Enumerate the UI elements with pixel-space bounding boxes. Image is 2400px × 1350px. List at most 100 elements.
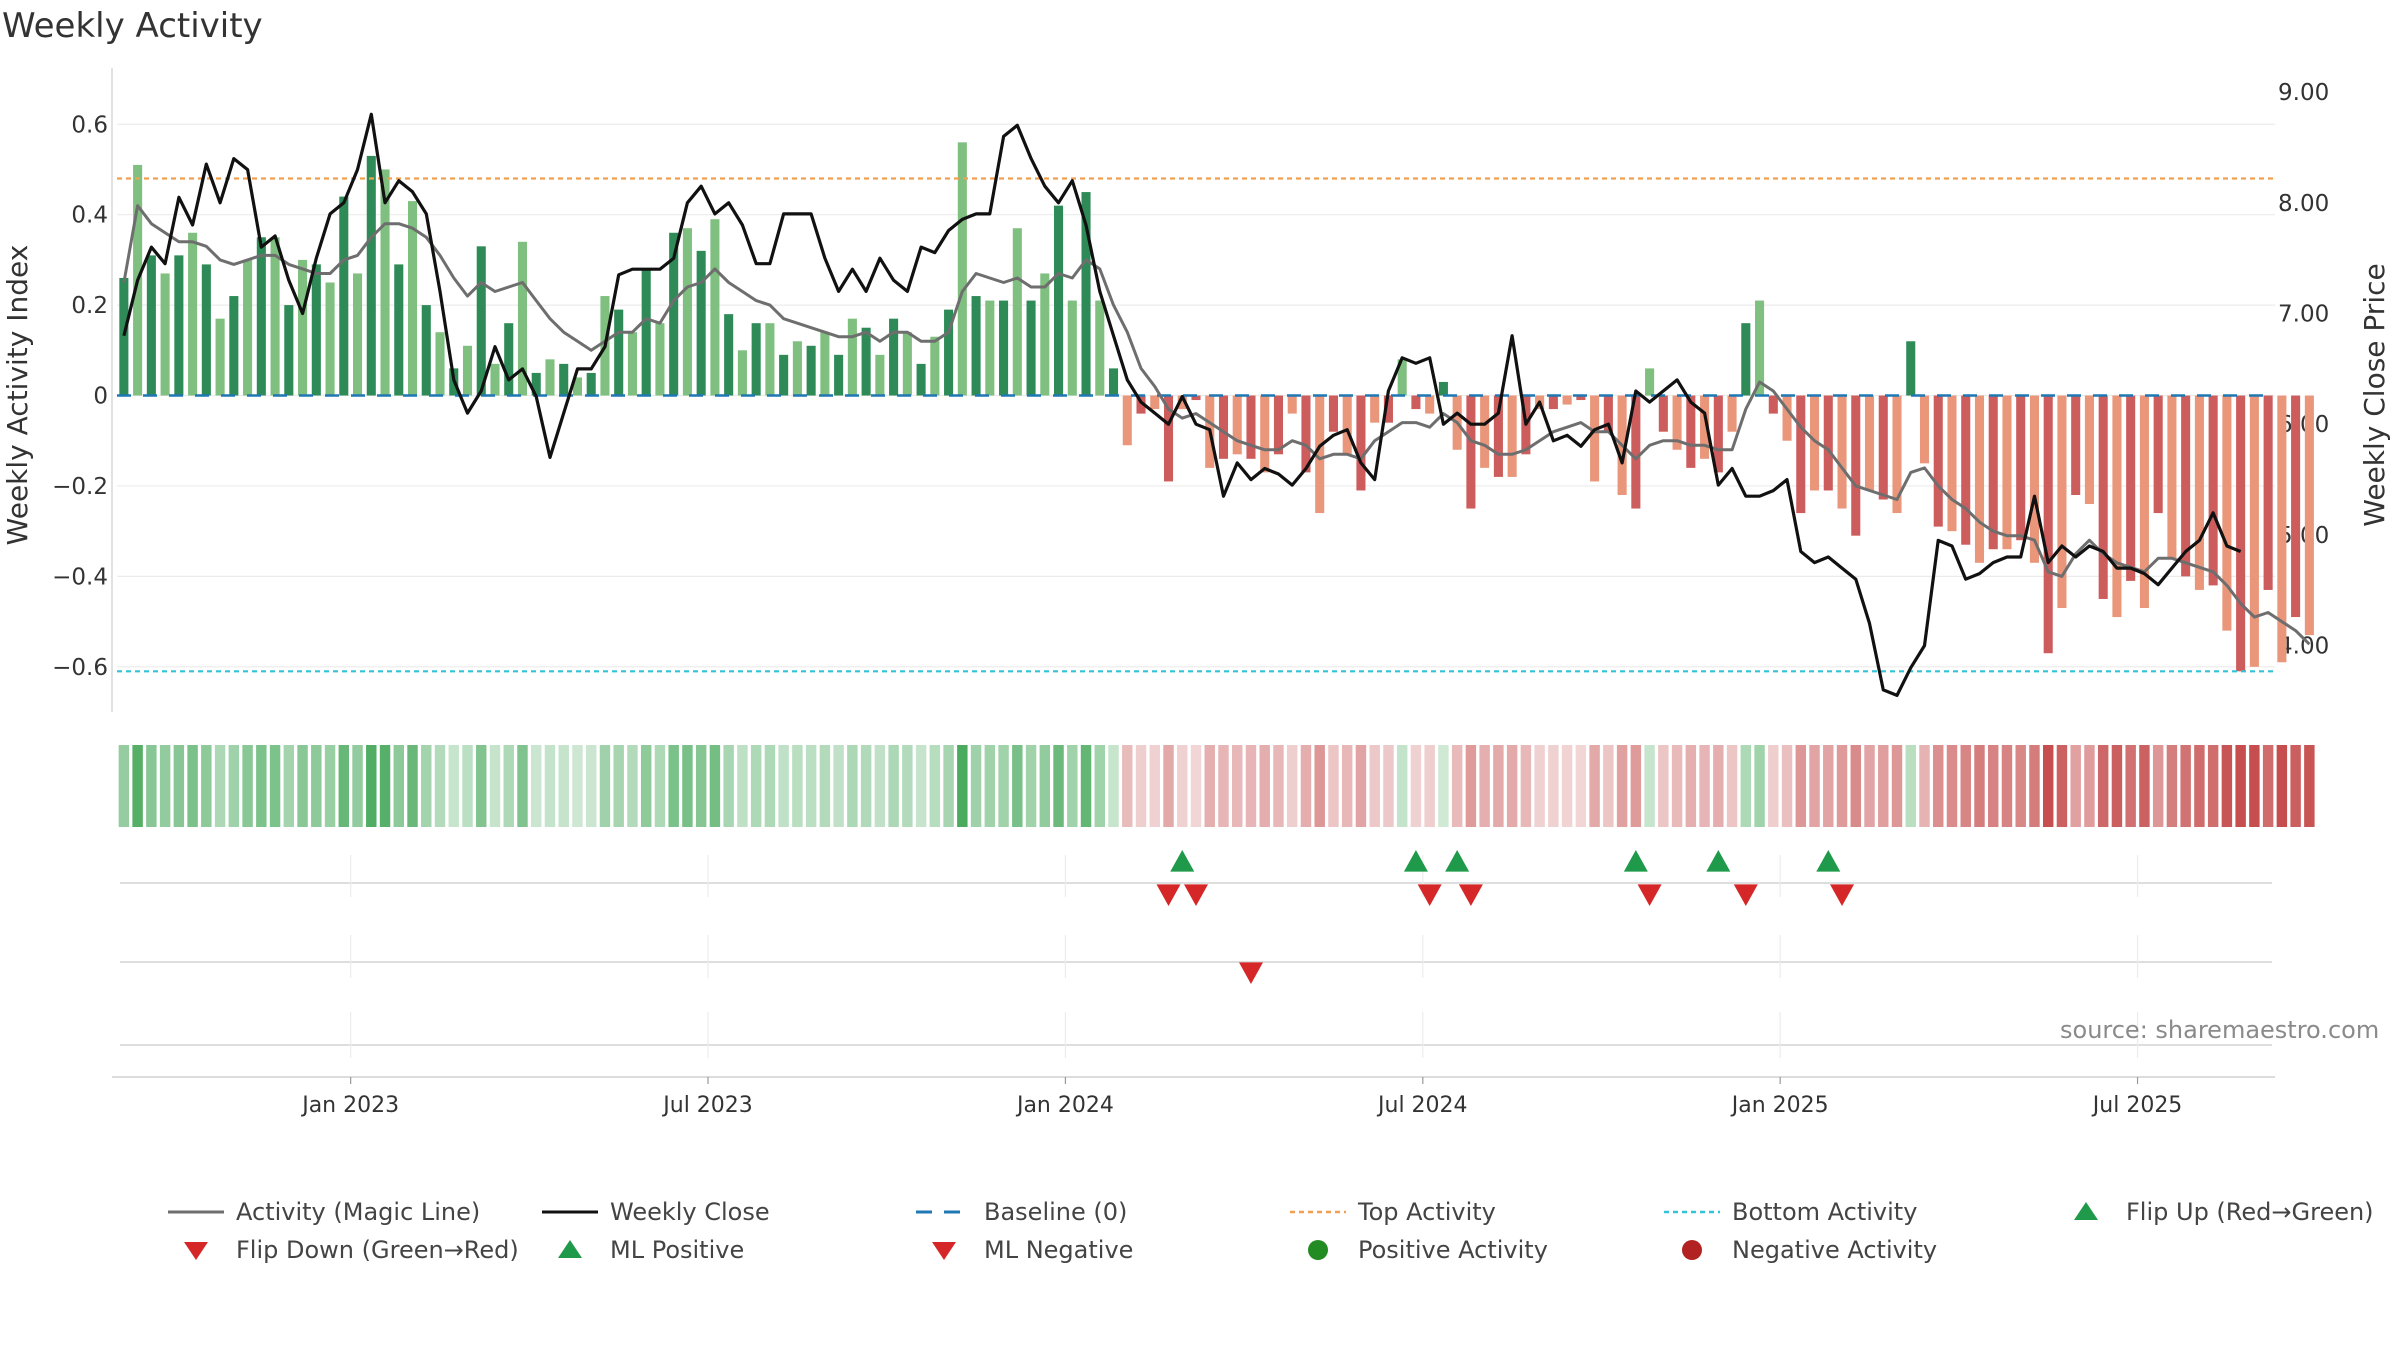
heat-cell — [902, 745, 913, 827]
heat-cell — [1603, 745, 1614, 827]
activity-bar — [1342, 395, 1352, 455]
activity-bar — [1397, 359, 1407, 396]
activity-bar — [1672, 395, 1682, 450]
heat-cell — [434, 745, 446, 827]
activity-bar — [985, 300, 995, 396]
heat-cell — [489, 745, 501, 827]
y-axis-label: Weekly Activity Index — [1, 245, 34, 546]
heat-cell — [1410, 745, 1422, 827]
activity-bar — [160, 273, 170, 396]
flip-up-marker — [1403, 850, 1428, 872]
heat-cell — [750, 745, 762, 827]
heat-cell — [2207, 745, 2219, 827]
activity-bar — [1095, 300, 1105, 396]
activity-bar — [256, 237, 266, 396]
x-tick-label: Jul 2024 — [1376, 1093, 1468, 1118]
heat-cell — [572, 745, 583, 827]
activity-bar — [298, 259, 308, 396]
activity-bar — [930, 336, 940, 396]
heat-cell — [1589, 745, 1600, 827]
heat-cell — [2152, 745, 2164, 827]
activity-bar — [1328, 395, 1338, 432]
activity-bar — [2236, 395, 2246, 672]
activity-bar — [215, 318, 225, 396]
y2-tick-label: 6.00 — [2278, 412, 2329, 438]
activity-bar — [1768, 395, 1778, 414]
heat-cell — [1823, 745, 1834, 827]
heat-cell — [476, 745, 487, 827]
activity-bar — [696, 250, 706, 396]
activity-bar — [682, 228, 692, 396]
heat-cell — [462, 745, 473, 827]
heat-cell — [1286, 745, 1298, 827]
flip-down-marker — [1156, 884, 1181, 906]
heat-cell — [860, 745, 872, 827]
y-tick-label: 0.2 — [71, 293, 108, 319]
heat-cell — [1754, 745, 1765, 827]
heat-cell — [1974, 745, 1985, 827]
heat-cell — [1479, 745, 1490, 827]
activity-bar — [1755, 300, 1765, 396]
heat-cell — [311, 745, 322, 827]
activity-bar — [1974, 395, 1985, 563]
activity-bar — [1645, 368, 1655, 396]
heat-cell — [2304, 745, 2315, 827]
heat-cell — [585, 745, 597, 827]
heat-cell — [1561, 745, 1573, 827]
activity-bar — [1603, 395, 1613, 432]
heat-cell — [654, 745, 666, 827]
heat-cell — [201, 745, 212, 827]
heat-cell — [737, 745, 748, 827]
activity-bar — [1315, 395, 1325, 514]
activity-bar — [655, 323, 665, 396]
activity-bar — [1892, 395, 1902, 514]
heat-cell — [2180, 745, 2191, 827]
activity-bar — [586, 372, 596, 396]
heat-cell — [283, 745, 295, 827]
activity-bar — [270, 237, 280, 396]
activity-bar — [1961, 395, 1971, 545]
activity-bar — [1012, 228, 1022, 396]
heat-cell — [297, 745, 308, 827]
activity-bar — [669, 232, 679, 396]
heat-cell — [503, 745, 514, 827]
heat-cell — [1355, 745, 1367, 827]
activity-bar — [1040, 273, 1050, 396]
flip-down-marker — [1830, 884, 1855, 906]
heat-cell — [1383, 745, 1394, 827]
flip-down-marker — [1458, 884, 1483, 906]
heat-cell — [448, 745, 459, 827]
activity-bar — [999, 300, 1009, 396]
heat-cell — [1341, 745, 1353, 827]
y-tick-label: −0.6 — [52, 655, 108, 681]
heat-cell — [1960, 745, 1971, 827]
activity-bar — [1507, 395, 1517, 477]
activity-bar — [875, 354, 885, 396]
activity-bar — [1727, 395, 1737, 432]
heat-cell — [1204, 745, 1215, 827]
heat-cell — [847, 745, 858, 827]
heat-cell — [1369, 745, 1380, 827]
activity-bar — [1906, 341, 1916, 396]
heat-cell — [1424, 745, 1435, 827]
heat-cell — [2290, 745, 2301, 827]
heat-cell — [915, 745, 927, 827]
activity-bar — [1411, 395, 1421, 410]
heat-cell — [366, 745, 377, 827]
heat-cell — [833, 745, 844, 827]
heat-cell — [118, 745, 130, 827]
heat-cell — [1616, 745, 1628, 827]
heat-cell — [242, 745, 253, 827]
x-tick-label: Jan 2024 — [1015, 1093, 1114, 1118]
activity-bar — [2126, 395, 2136, 581]
heat-cell — [1699, 745, 1710, 827]
chart-title: Weekly Activity — [2, 6, 263, 46]
activity-bar — [2139, 395, 2149, 609]
heat-cell — [1314, 745, 1325, 827]
activity-bar — [339, 196, 349, 396]
activity-bar — [394, 264, 404, 396]
heat-cell — [228, 745, 240, 827]
activity-bar — [971, 296, 981, 396]
heat-cell — [709, 745, 721, 827]
